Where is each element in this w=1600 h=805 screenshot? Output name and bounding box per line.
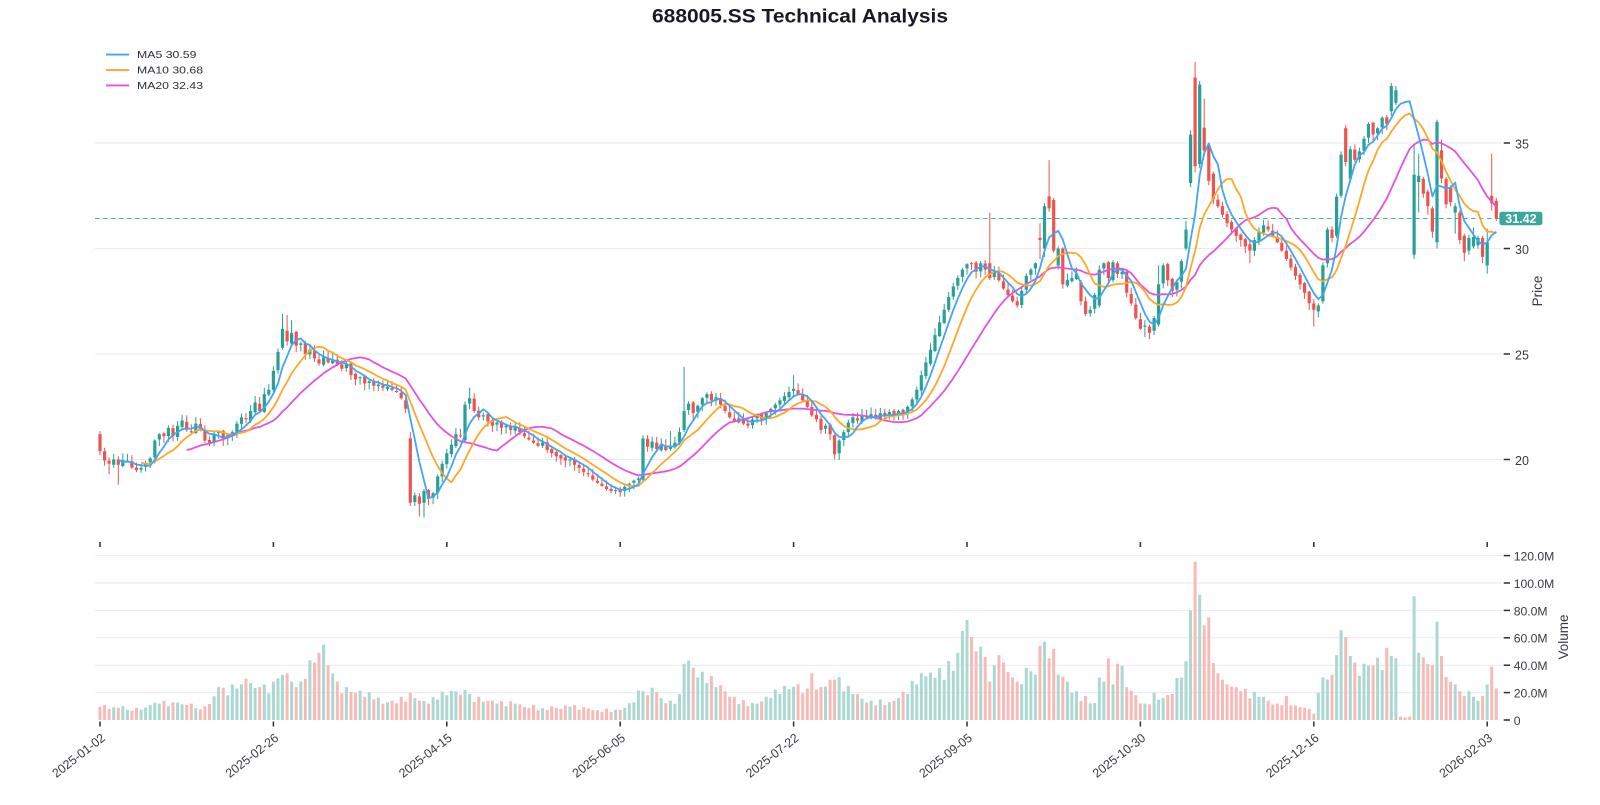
svg-text:688005.SS Technical Analysis: 688005.SS Technical Analysis <box>652 6 948 28</box>
svg-text:60.0M: 60.0M <box>1514 632 1548 646</box>
svg-text:31.42: 31.42 <box>1505 212 1536 226</box>
svg-text:30: 30 <box>1515 243 1529 257</box>
svg-text:0: 0 <box>1514 714 1521 728</box>
svg-text:MA20 32.43: MA20 32.43 <box>137 80 203 92</box>
svg-text:MA5 30.59: MA5 30.59 <box>137 49 197 61</box>
svg-text:120.0M: 120.0M <box>1514 550 1555 564</box>
svg-text:80.0M: 80.0M <box>1514 604 1548 618</box>
svg-text:20.0M: 20.0M <box>1514 687 1548 701</box>
svg-text:Volume: Volume <box>1556 614 1571 659</box>
svg-text:25: 25 <box>1515 348 1529 362</box>
svg-text:Price: Price <box>1530 276 1545 307</box>
svg-text:20: 20 <box>1515 454 1529 468</box>
svg-text:35: 35 <box>1515 137 1529 151</box>
svg-text:100.0M: 100.0M <box>1514 577 1555 591</box>
svg-text:40.0M: 40.0M <box>1514 659 1548 673</box>
svg-text:MA10 30.68: MA10 30.68 <box>137 65 203 77</box>
